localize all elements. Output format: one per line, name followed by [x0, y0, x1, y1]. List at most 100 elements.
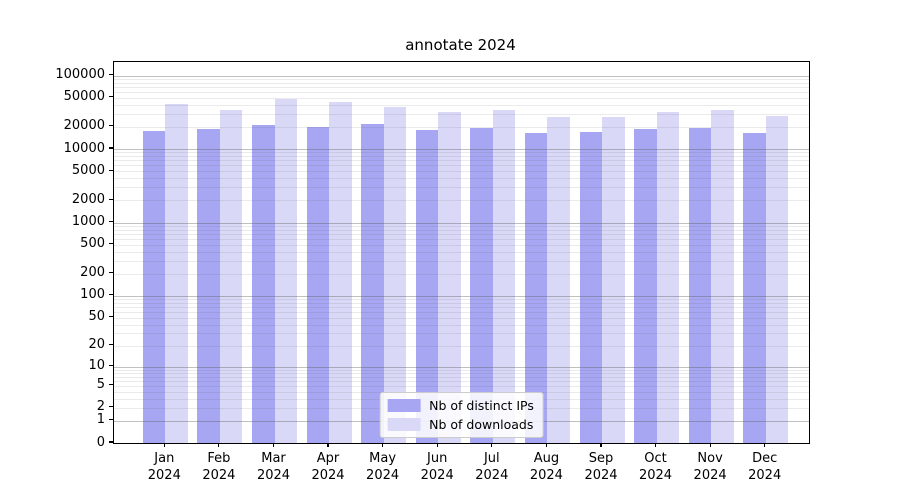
- bar-downloads-sep: [602, 116, 625, 443]
- y-tick-label-100000: 100000: [55, 67, 105, 82]
- gridline-90000: [114, 78, 809, 80]
- gridline-80: [114, 302, 809, 304]
- bar-ips-jul: [470, 128, 493, 443]
- gridline-10000: [114, 149, 809, 150]
- bar-downloads-aug: [547, 116, 570, 443]
- gridline-5000: [114, 171, 809, 173]
- bar-ips-jun: [415, 130, 439, 443]
- gridline-8: [114, 372, 809, 374]
- x-tick-mark-mar: [272, 443, 275, 447]
- gridline-800: [114, 229, 809, 231]
- x-tick-label-apr: Apr 2024: [311, 451, 345, 483]
- y-tick-mark-2000: [109, 198, 113, 200]
- y-tick-label-5: 5: [96, 377, 105, 393]
- bar-ips-apr: [306, 126, 329, 443]
- legend-row-distinct-ips: Nb of distinct IPs: [387, 398, 534, 413]
- x-tick-label-oct: Oct 2024: [638, 451, 673, 483]
- y-tick-mark-1000: [109, 220, 113, 223]
- gridline-40: [114, 324, 809, 326]
- bar-downloads-mar: [274, 98, 297, 443]
- gridline-100000: [114, 75, 809, 77]
- bar-downloads-dec: [765, 116, 789, 443]
- y-tick-mark-1: [109, 419, 113, 421]
- gridline-200: [114, 273, 809, 275]
- chart-title: annotate 2024: [405, 36, 516, 54]
- x-tick-mark-jul: [491, 443, 493, 447]
- bar-ips-sep: [579, 132, 602, 443]
- gridline-300: [114, 260, 809, 262]
- gridline-5: [114, 385, 809, 387]
- bar-downloads-jun: [438, 111, 461, 443]
- gridline-9000: [114, 152, 809, 154]
- bar-downloads-jan: [165, 104, 188, 443]
- x-tick-mark-sep: [600, 443, 602, 447]
- gridline-2000: [114, 200, 809, 202]
- y-tick-mark-0: [109, 441, 113, 443]
- x-tick-label-may: May 2024: [366, 451, 400, 483]
- y-tick-mark-50000: [109, 96, 113, 98]
- gridline-1000: [114, 222, 809, 224]
- bar-ips-may: [361, 123, 384, 443]
- gridline-9: [114, 369, 809, 371]
- y-tick-label-5000: 5000: [71, 162, 105, 178]
- bar-ips-jan: [142, 130, 166, 443]
- y-tick-label-200: 200: [80, 265, 105, 281]
- gridline-20: [114, 345, 809, 347]
- x-tick-label-jun: Jun 2024: [420, 451, 454, 483]
- bar-downloads-may: [383, 106, 407, 443]
- bar-downloads-jul: [492, 110, 516, 443]
- y-tick-mark-50: [109, 315, 113, 318]
- x-tick-mark-jun: [436, 443, 438, 447]
- gridline-500: [114, 244, 809, 246]
- gridline-50: [114, 317, 809, 319]
- x-tick-mark-oct: [654, 443, 657, 447]
- y-tick-label-50: 50: [88, 309, 105, 324]
- y-tick-mark-200: [109, 272, 113, 274]
- legend-swatch-distinct-ips: [387, 399, 421, 412]
- bar-ips-mar: [252, 124, 275, 443]
- y-tick-label-1: 1: [96, 412, 105, 428]
- bar-downloads-feb: [219, 109, 243, 443]
- gridline-20000: [114, 126, 809, 128]
- y-tick-label-500: 500: [80, 236, 105, 252]
- y-tick-label-10: 10: [88, 358, 105, 373]
- bar-ips-dec: [743, 133, 766, 443]
- x-tick-label-jan: Jan 2024: [147, 451, 181, 483]
- gridline-60000: [114, 91, 809, 93]
- gridline-6000: [114, 165, 809, 167]
- y-tick-label-100: 100: [80, 287, 105, 303]
- x-tick-label-dec: Dec 2024: [748, 451, 782, 483]
- bar-downloads-apr: [329, 101, 352, 443]
- legend-swatch-downloads: [387, 418, 421, 431]
- bar-ips-feb: [197, 128, 220, 443]
- y-tick-label-10000: 10000: [63, 140, 105, 156]
- x-tick-label-aug: Aug 2024: [529, 451, 563, 483]
- y-tick-mark-5000: [109, 169, 113, 171]
- x-tick-label-nov: Nov 2024: [693, 451, 727, 483]
- gridline-80000: [114, 82, 809, 84]
- x-tick-label-mar: Mar 2024: [256, 451, 291, 483]
- y-tick-mark-10: [109, 364, 113, 367]
- bar-downloads-oct: [656, 112, 679, 443]
- x-tick-mark-apr: [327, 443, 329, 447]
- y-tick-mark-100: [109, 294, 113, 296]
- gridline-700: [114, 233, 809, 235]
- gridline-60: [114, 311, 809, 313]
- x-tick-mark-jan: [163, 443, 165, 447]
- gridline-400: [114, 251, 809, 253]
- y-tick-label-0: 0: [96, 434, 105, 450]
- y-tick-mark-500: [109, 243, 113, 245]
- gridline-6: [114, 380, 809, 382]
- gridline-90: [114, 299, 809, 300]
- x-tick-mark-aug: [545, 443, 547, 447]
- legend-row-downloads: Nb of downloads: [387, 417, 534, 432]
- gridline-600: [114, 238, 809, 240]
- gridline-50000: [114, 97, 809, 99]
- gridline-7000: [114, 160, 809, 162]
- y-tick-label-20000: 20000: [63, 118, 105, 134]
- y-tick-mark-5: [109, 384, 113, 386]
- x-tick-mark-may: [382, 443, 384, 447]
- y-tick-mark-20000: [109, 125, 113, 127]
- gridline-100: [114, 295, 809, 297]
